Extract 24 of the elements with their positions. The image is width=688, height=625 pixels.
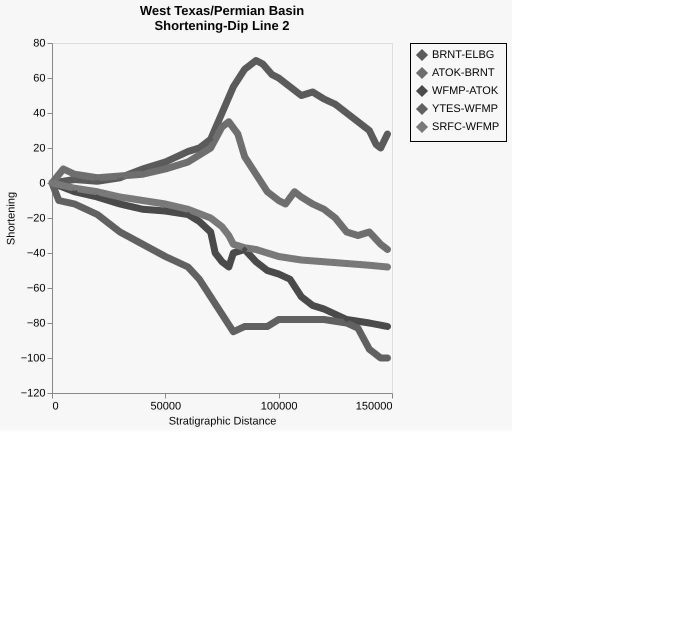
legend-label: BRNT-ELBG [432,49,494,61]
y-tick-label: 20 [33,142,46,154]
y-tick-label: −120 [20,388,46,400]
x-tick-label: 0 [52,400,59,412]
y-tick-label: −80 [26,318,46,330]
legend-label: YTES-WFMP [432,103,498,115]
text: West Texas/Permian Basin [140,3,304,18]
legend-label: ATOK-BRNT [432,67,495,79]
y-tick-label: 0 [39,178,46,190]
x-tick-label: 50000 [150,400,182,412]
y-tick-label: −60 [26,282,46,294]
y-tick-label: −20 [26,212,46,224]
x-tick-label: 100000 [260,400,298,412]
y-axis-title: Shortening [6,192,18,246]
x-axis-title: Stratigraphic Distance [168,416,276,428]
y-tick-label: 60 [33,72,46,84]
x-tick-label: 150000 [356,400,392,412]
legend-label: SRFC-WFMP [432,121,500,133]
y-tick-label: −100 [20,352,46,364]
y-tick-label: −40 [26,248,46,260]
y-tick-label: 40 [33,108,46,120]
text: Shortening-Dip Line 2 [154,18,290,33]
legend-label: WFMP-ATOK [432,85,499,97]
y-tick-label: 80 [33,38,46,50]
